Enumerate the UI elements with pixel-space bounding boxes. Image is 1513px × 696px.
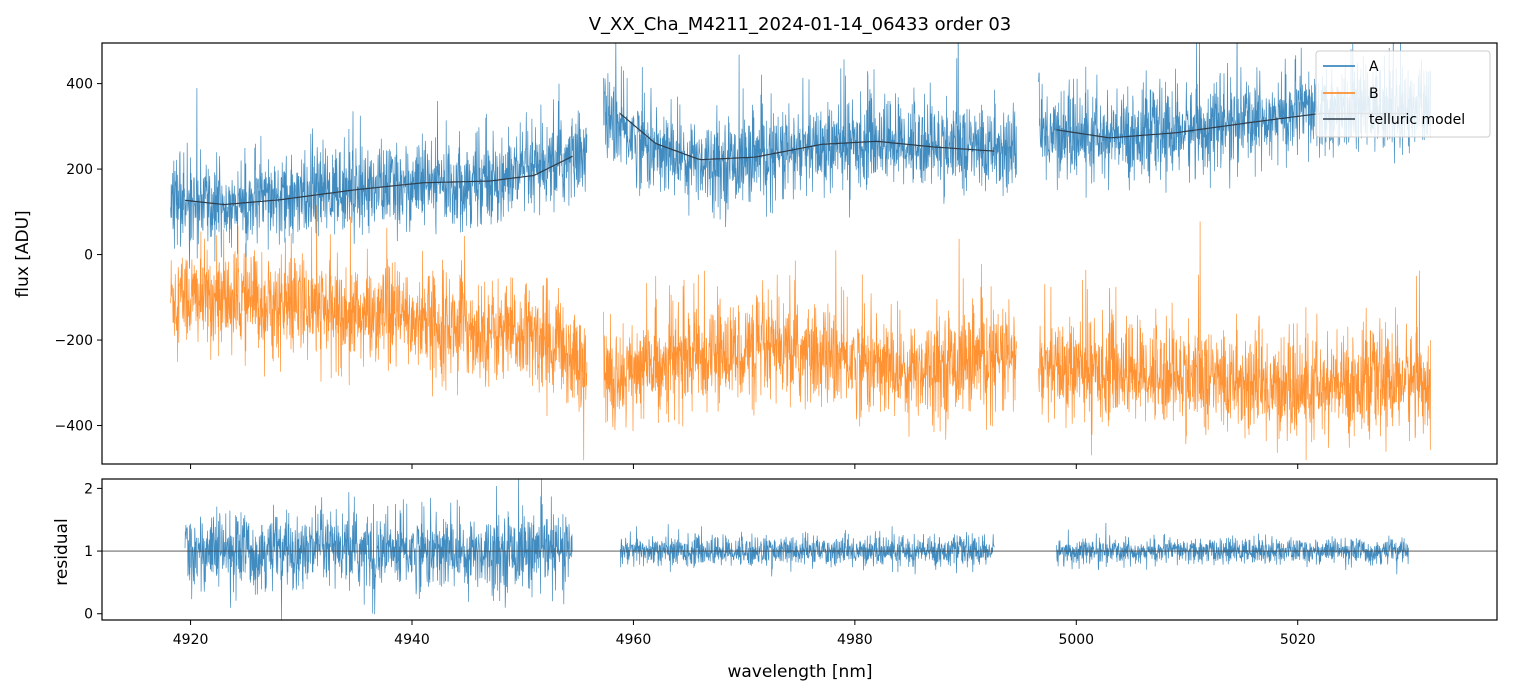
legend-label-telluric: telluric model (1369, 112, 1465, 128)
bottom-x-tick-label: 5000 (1058, 632, 1094, 648)
top-y-tick-label: 200 (66, 162, 93, 178)
top-x-ticks (190, 464, 1299, 469)
bottom-panel: 2 1 0 4920 4940 4960 4980 5000 5020 residual wa… (52, 478, 1498, 682)
bottom-x-tick-label: 4960 (616, 632, 652, 648)
legend: A B telluric model (1315, 50, 1491, 138)
top-plot-area (170, 43, 1431, 461)
series-b-segment (1038, 221, 1431, 461)
series-b-segment (170, 205, 588, 461)
bottom-x-tick-label: 4940 (394, 632, 430, 648)
top-panel: 400 200 0 −200 −400 flux [ADU] A B telluric … (13, 42, 1498, 469)
bottom-y-ticks: 2 1 0 (84, 481, 102, 623)
bottom-x-tick-label: 5020 (1280, 632, 1316, 648)
bottom-axes-frame (101, 478, 1498, 621)
bottom-y-tick-label: 1 (84, 544, 93, 560)
top-y-tick-label: −400 (55, 419, 93, 435)
bottom-x-tick-label: 4980 (837, 632, 873, 648)
top-y-ticks: 400 200 0 −200 −400 (55, 77, 102, 435)
chart-title: V_XX_Cha_M4211_2024-01-14_06433 order 03 (589, 14, 1012, 35)
series-a-segment (170, 83, 588, 269)
top-y-tick-label: 0 (84, 248, 93, 264)
x-axis-label: wavelength [nm] (727, 662, 872, 682)
bottom-y-tick-label: 2 (84, 481, 93, 497)
top-axes-frame (101, 42, 1498, 465)
legend-label-b: B (1369, 86, 1379, 102)
bottom-plot-area (102, 479, 1497, 620)
series-a-segment (603, 43, 1017, 228)
bottom-y-axis-label: residual (52, 518, 72, 585)
bottom-x-tick-label: 4920 (173, 632, 209, 648)
bottom-y-tick-label: 0 (84, 607, 93, 623)
top-y-tick-label: −200 (55, 333, 93, 349)
series-b-segment (603, 238, 1017, 440)
bottom-x-ticks: 4920 4940 4960 4980 5000 5020 (173, 620, 1316, 648)
residual-segment (619, 524, 995, 577)
telluric-model-segment (184, 155, 573, 206)
residual-segment (184, 479, 573, 620)
top-y-tick-label: 400 (66, 77, 93, 93)
telluric-model-segment (619, 113, 995, 161)
top-y-axis-label: flux [ADU] (13, 210, 33, 297)
residual-segment (1056, 522, 1409, 575)
legend-label-a: A (1369, 59, 1379, 75)
legend-frame (1315, 50, 1491, 138)
